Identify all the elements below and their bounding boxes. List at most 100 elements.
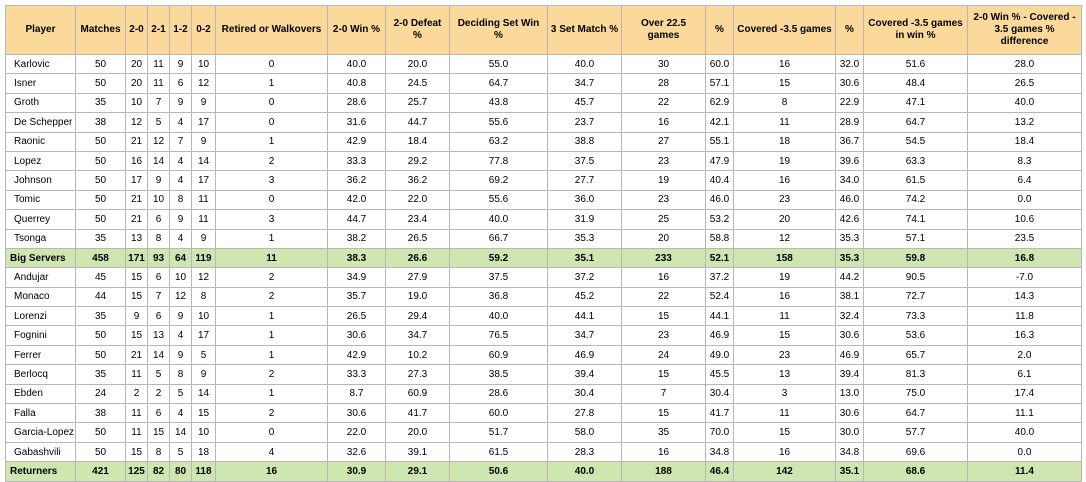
table-cell: 8.3 — [967, 150, 1082, 172]
table-cell: 25.7 — [385, 92, 450, 114]
table-cell: 50 — [75, 131, 126, 152]
player-name-cell: Fognini — [5, 325, 76, 346]
table-cell: 34.8 — [705, 441, 734, 463]
table-cell: 22 — [621, 92, 706, 114]
table-cell: 4 — [215, 441, 328, 463]
table-cell: 15 — [125, 286, 148, 308]
table-cell: 8 — [191, 286, 216, 308]
table-cell: 4 — [169, 325, 192, 346]
table-cell: 28 — [621, 73, 706, 94]
table-cell: 46.4 — [705, 461, 734, 482]
table-cell: 1 — [215, 325, 328, 346]
table-cell: 8 — [733, 92, 836, 114]
table-cell: 40.8 — [327, 73, 386, 94]
table-cell: 36.2 — [385, 170, 450, 191]
table-cell: 20.0 — [385, 53, 450, 75]
table-row: Karlovic 50 20 11 9 10 0 40.0 20.0 55.0 40.0 30 60.0… — [5, 53, 1082, 75]
total-row: Big Servers 458 171 93 64 119 11 38.3 26.6 59.2 35… — [5, 247, 1082, 269]
table-cell: 9 — [169, 344, 192, 366]
table-cell: 35.1 — [547, 247, 622, 269]
table-cell: 80 — [169, 461, 192, 482]
table-cell: 30.6 — [327, 403, 386, 424]
table-cell: 5 — [191, 344, 216, 366]
table-cell: 9 — [147, 170, 170, 191]
table-cell: 18.4 — [385, 131, 450, 152]
table-cell: 47.9 — [705, 150, 734, 172]
table-cell: 24 — [75, 383, 126, 405]
table-cell: 12 — [147, 131, 170, 152]
table-cell: 10 — [147, 189, 170, 211]
table-cell: 23 — [621, 325, 706, 346]
table-cell: 4 — [169, 170, 192, 191]
table-cell: 15 — [125, 441, 148, 463]
table-cell: 9 — [125, 306, 148, 327]
table-row: Fognini 50 15 13 4 17 1 30.6 34.7 76.5 34.7 23 46.9 1… — [5, 325, 1082, 346]
table-cell: 60.9 — [385, 383, 450, 405]
table-cell: 60.0 — [449, 403, 548, 424]
table-cell: 6 — [147, 267, 170, 288]
table-cell: 32.4 — [835, 306, 864, 327]
table-cell: 8 — [147, 228, 170, 249]
table-row: Ebden 24 2 2 5 14 1 8.7 60.9 28.6 30.4 7 30.4 3 13.0 75… — [5, 383, 1082, 405]
table-cell: 10 — [191, 53, 216, 75]
table-cell: 20.0 — [385, 422, 450, 443]
player-name-cell: Andujar — [5, 267, 76, 288]
table-cell: 8 — [169, 364, 192, 385]
table-cell: 18.4 — [967, 131, 1082, 152]
table-cell: 7 — [169, 131, 192, 152]
table-cell: 13.0 — [835, 383, 864, 405]
player-name-cell: Groth — [5, 92, 76, 114]
table-cell: 30.4 — [547, 383, 622, 405]
table-cell: 9 — [169, 92, 192, 114]
table-row: Gabashvili 50 15 8 5 18 4 32.6 39.1 61.5 28.3 16 34.… — [5, 441, 1082, 463]
table-cell: 9 — [169, 306, 192, 327]
table-cell: 38.1 — [835, 286, 864, 308]
player-name-cell: Falla — [5, 403, 76, 424]
table-cell: 81.3 — [863, 364, 968, 385]
table-cell: 11 — [733, 306, 836, 327]
table-cell: 16.8 — [967, 247, 1082, 269]
table-cell: 64.7 — [863, 112, 968, 133]
table-cell: 27.7 — [547, 170, 622, 191]
table-cell: 30.6 — [327, 325, 386, 346]
column-header: Retired or Walkovers — [215, 5, 328, 55]
table-cell: 12 — [191, 73, 216, 94]
table-cell: 23 — [733, 189, 836, 211]
table-cell: 64 — [169, 247, 192, 269]
table-cell: 7 — [621, 383, 706, 405]
player-name-cell: Big Servers — [5, 247, 76, 269]
column-header: Deciding Set Win % — [449, 5, 548, 55]
table-cell: 61.5 — [863, 170, 968, 191]
table-cell: 171 — [125, 247, 148, 269]
table-cell: 35.3 — [835, 247, 864, 269]
table-cell: 17.4 — [967, 383, 1082, 405]
table-cell: 11 — [215, 247, 328, 269]
table-cell: 40.0 — [967, 422, 1082, 443]
table-cell: 158 — [733, 247, 836, 269]
table-cell: 93 — [147, 247, 170, 269]
table-cell: 8 — [169, 189, 192, 211]
table-cell: 50 — [75, 73, 126, 94]
table-cell: 1 — [215, 228, 328, 249]
table-cell: 15 — [733, 325, 836, 346]
table-cell: 27.3 — [385, 364, 450, 385]
table-cell: 35 — [75, 306, 126, 327]
table-cell: 16 — [621, 112, 706, 133]
table-cell: 28.3 — [547, 441, 622, 463]
table-cell: 39.1 — [385, 441, 450, 463]
table-cell: 15 — [125, 267, 148, 288]
total-row: Returners 421 125 82 80 118 16 30.9 29.1 50.6 40.0… — [5, 461, 1082, 482]
table-cell: 14 — [191, 383, 216, 405]
table-cell: 49.0 — [705, 344, 734, 366]
column-header: 2-1 — [147, 5, 170, 55]
table-cell: 2 — [215, 286, 328, 308]
column-header: 2-0 — [125, 5, 148, 55]
table-cell: 13 — [125, 228, 148, 249]
player-name-cell: Isner — [5, 73, 76, 94]
table-cell: 10 — [125, 92, 148, 114]
table-cell: 45.2 — [547, 286, 622, 308]
table-row: Ferrer 50 21 14 9 5 1 42.9 10.2 60.9 46.9 24 49.0 23 4… — [5, 344, 1082, 366]
table-cell: 30.9 — [327, 461, 386, 482]
table-cell: 5 — [169, 441, 192, 463]
table-cell: 8.7 — [327, 383, 386, 405]
